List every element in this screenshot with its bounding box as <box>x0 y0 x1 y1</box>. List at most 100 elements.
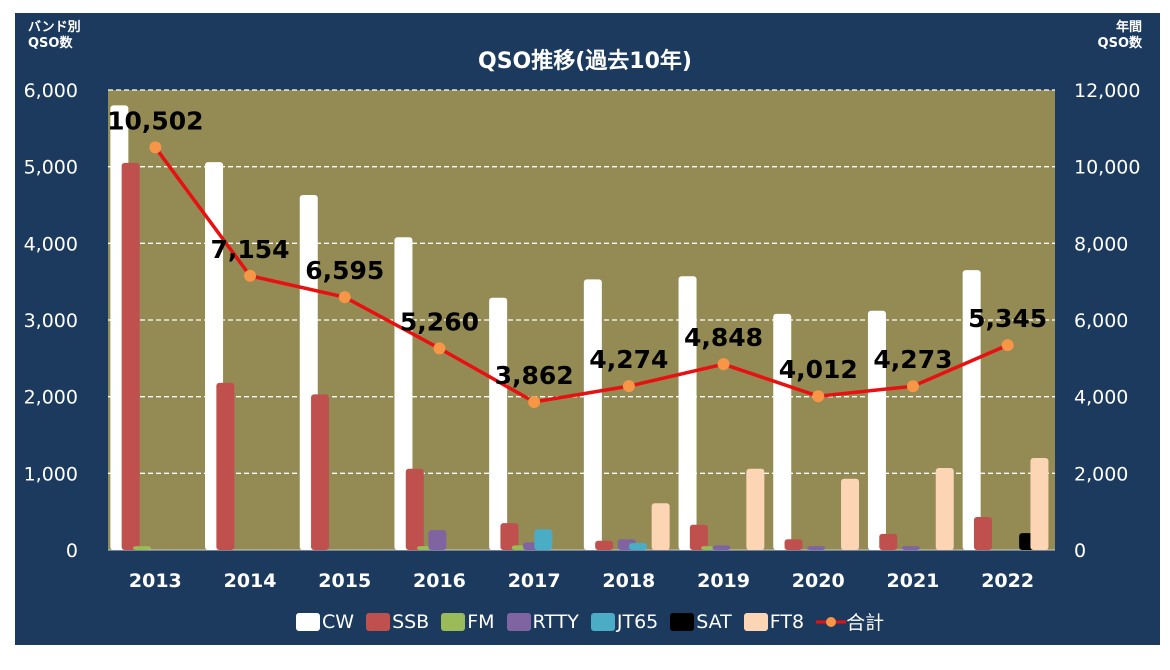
left-tick-label: 2,000 <box>24 387 78 409</box>
legend-item-fm: FM <box>441 610 495 633</box>
legend-label: JT65 <box>616 610 659 633</box>
left-tick-label: 3,000 <box>24 310 78 332</box>
total-line <box>153 146 1009 404</box>
total-data-label: 7,154 <box>211 235 290 264</box>
total-marker <box>717 358 730 371</box>
left-tick-label: 6,000 <box>24 80 78 102</box>
bar-fm <box>132 546 151 550</box>
bar-cw <box>678 276 697 550</box>
legend-item-cw: CW <box>296 611 354 633</box>
bar-ssb <box>973 517 992 550</box>
bar-cw <box>489 297 508 550</box>
total-marker <box>906 380 919 393</box>
total-data-label: 4,848 <box>684 323 763 352</box>
legend-label: RTTY <box>532 610 579 633</box>
x-tick-label: 2013 <box>129 570 182 592</box>
chart-title: QSO推移(過去10年) <box>478 49 692 74</box>
bar-ft8 <box>1030 458 1049 550</box>
right-tick-label: 4,000 <box>1074 387 1128 409</box>
legend-swatch <box>590 612 615 631</box>
legend-item-ft8: FT8 <box>743 610 805 633</box>
bar-ssb <box>311 394 330 550</box>
bar-ssb <box>784 539 803 550</box>
total-marker <box>1001 339 1014 352</box>
bar-ft8 <box>841 478 860 550</box>
total-marker <box>244 269 257 282</box>
total-data-label: 5,260 <box>400 307 479 336</box>
right-tick-label: 12,000 <box>1074 80 1140 102</box>
legend-label: FT8 <box>769 610 805 633</box>
legend-swatch <box>296 612 320 631</box>
total-marker <box>338 291 351 304</box>
legend-item-rtty: RTTY <box>506 610 579 633</box>
bar-rtty <box>712 545 731 550</box>
x-tick-label: 2016 <box>413 570 466 592</box>
legend-line-marker <box>816 616 847 627</box>
bar-cw <box>962 270 981 550</box>
total-marker <box>622 380 635 393</box>
legend-item-total: 合計 <box>816 608 884 635</box>
x-tick-label: 2021 <box>887 570 940 592</box>
bar-ssb <box>405 468 424 550</box>
right-axis-title: 年間 QSO数 <box>1097 20 1142 51</box>
total-marker <box>528 395 541 408</box>
total-data-label: 4,012 <box>779 355 858 384</box>
x-tick-label: 2018 <box>602 570 655 592</box>
bar-rtty <box>807 546 826 550</box>
legend-item-ssb: SSB <box>366 611 429 633</box>
bar-ssb <box>500 523 519 550</box>
bar-cw <box>583 279 602 550</box>
bar-ssb <box>595 540 614 550</box>
legend-label: SAT <box>696 610 732 633</box>
total-data-label: 6,595 <box>305 256 384 285</box>
legend-item-sat: SAT <box>670 611 732 633</box>
bar-ft8 <box>651 503 670 550</box>
left-tick-label: 1,000 <box>24 463 78 485</box>
total-data-label: 4,273 <box>873 345 952 374</box>
total-marker <box>149 141 162 154</box>
bar-jt65 <box>534 529 553 550</box>
bar-ssb <box>879 533 898 550</box>
legend-swatch <box>743 612 768 631</box>
bar-rtty <box>428 530 447 550</box>
total-data-label: 3,862 <box>495 361 574 390</box>
right-tick-label: 8,000 <box>1074 233 1128 255</box>
legend-label: CW <box>322 610 355 633</box>
legend-label: SSB <box>392 610 430 633</box>
bar-ssb <box>216 382 235 550</box>
bar-ssb <box>689 524 708 550</box>
bar-jt65 <box>629 543 648 550</box>
left-axis-title: バンド別 QSO数 <box>28 20 81 51</box>
right-tick-label: 2,000 <box>1074 463 1128 485</box>
legend-swatch <box>366 612 391 631</box>
bar-cw <box>773 313 792 550</box>
bar-cw <box>867 310 886 550</box>
x-tick-label: 2019 <box>697 570 750 592</box>
legend: CW SSB FM RTTY JT65 SAT FT8 合計 <box>296 608 896 635</box>
bar-ssb <box>121 162 140 551</box>
legend-item-jt65: JT65 <box>590 610 659 633</box>
legend-swatch <box>670 612 695 631</box>
left-tick-label: 0 <box>66 540 78 562</box>
total-marker <box>433 342 446 355</box>
x-tick-label: 2020 <box>792 570 845 592</box>
legend-swatch <box>506 612 531 631</box>
x-tick-label: 2022 <box>981 570 1034 592</box>
bar-ft8 <box>935 467 954 550</box>
x-tick-label: 2014 <box>224 570 277 592</box>
legend-label: FM <box>467 610 495 633</box>
left-tick-label: 5,000 <box>24 157 78 179</box>
right-tick-label: 0 <box>1074 540 1086 562</box>
legend-label: 合計 <box>846 612 885 634</box>
legend-swatch <box>441 612 466 631</box>
left-tick-label: 4,000 <box>24 233 78 255</box>
total-data-label: 4,274 <box>589 345 668 374</box>
right-tick-label: 6,000 <box>1074 310 1128 332</box>
bar-ft8 <box>746 468 765 550</box>
x-tick-label: 2017 <box>508 570 561 592</box>
total-marker <box>812 390 825 403</box>
x-tick-label: 2015 <box>318 570 371 592</box>
bar-rtty <box>901 546 920 550</box>
total-data-label: 10,502 <box>107 106 203 135</box>
